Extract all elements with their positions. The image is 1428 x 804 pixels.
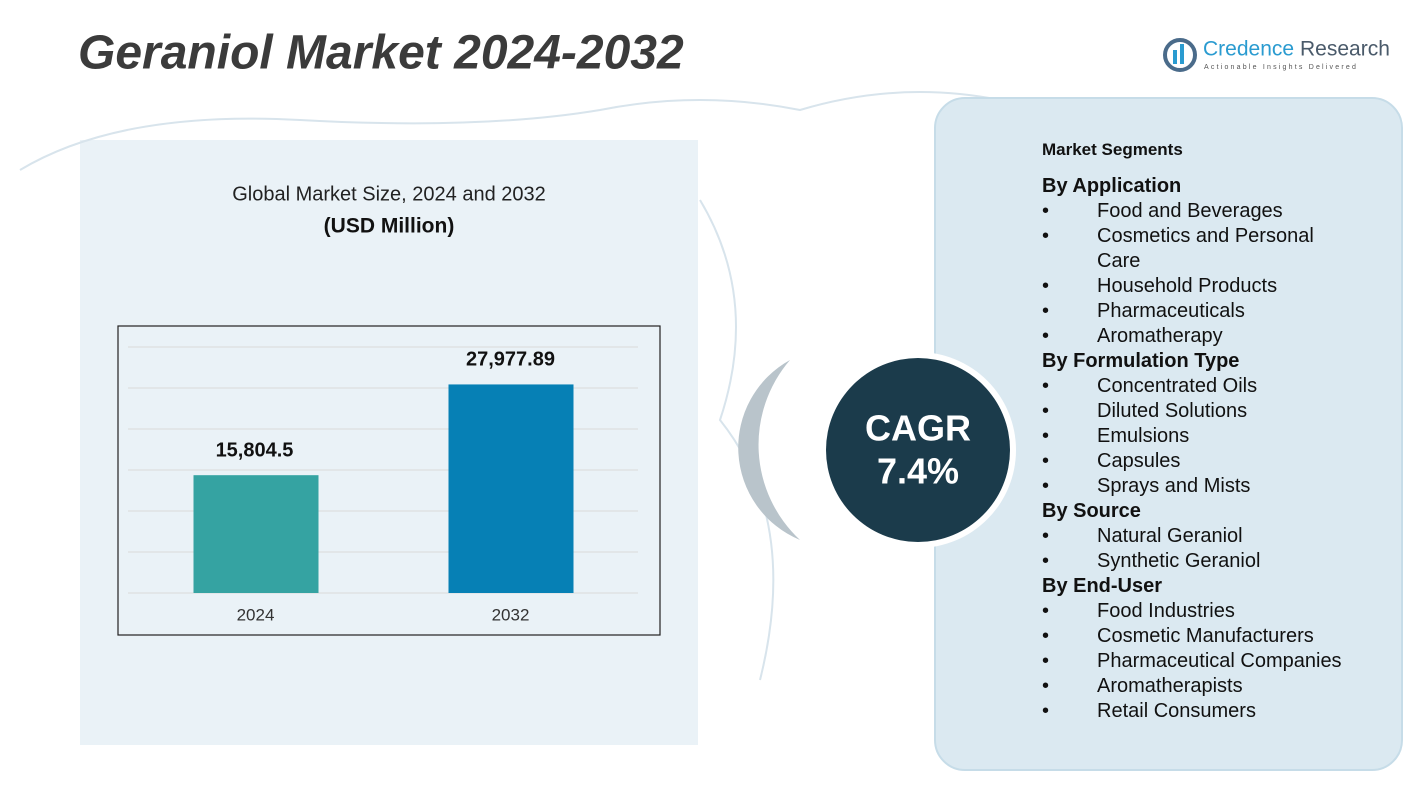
logo-icon	[1163, 38, 1197, 72]
cagr-arc	[738, 360, 800, 540]
logo-name: Credence	[1203, 38, 1294, 61]
segment-item: Cosmetic Manufacturers	[1042, 624, 1392, 649]
segment-item: Household Products	[1042, 274, 1392, 299]
segment-item: Cosmetics and Personal Care	[1042, 224, 1357, 274]
map-outline	[699, 199, 775, 681]
segments-title: Market Segments	[1042, 140, 1183, 159]
chart-frame	[117, 325, 661, 636]
segment-group: By Source	[1042, 500, 1141, 522]
segment-item: Pharmaceutical Companies	[1042, 649, 1392, 674]
page-title: Geraniol Market 2024-2032	[78, 27, 684, 80]
bar	[448, 384, 574, 593]
segment-item: Concentrated Oils	[1042, 374, 1392, 399]
cagr-label: CAGR	[865, 408, 971, 449]
segment-item: Capsules	[1042, 449, 1392, 474]
segment-group: By End-User	[1042, 575, 1163, 597]
chart-subtitle: (USD Million)	[324, 215, 455, 238]
x-tick-label: 2032	[492, 605, 530, 624]
chart-panel	[80, 140, 698, 745]
logo-name: Research	[1300, 38, 1390, 61]
cagr-value: 7.4%	[877, 451, 959, 492]
cagr-circle	[826, 358, 1010, 542]
segment-item: Sprays and Mists	[1042, 474, 1392, 499]
segment-item: Retail Consumers	[1042, 699, 1392, 724]
segment-item: Food Industries	[1042, 599, 1392, 624]
map-outline	[19, 91, 1001, 171]
segment-item: Synthetic Geraniol	[1042, 549, 1392, 574]
segments: Market Segments By ApplicationFood and Be…	[1042, 140, 1392, 724]
x-tick-label: 2024	[237, 605, 275, 624]
segment-group: By Application	[1042, 175, 1182, 197]
segment-item: Diluted Solutions	[1042, 399, 1392, 424]
data-label: 15,804.5	[216, 439, 294, 461]
segment-item: Aromatherapists	[1042, 674, 1392, 699]
segment-item: Aromatherapy	[1042, 324, 1392, 349]
data-label: 27,977.89	[466, 349, 555, 371]
logo-tagline: Actionable Insights Delivered	[1204, 64, 1358, 71]
segment-item: Emulsions	[1042, 424, 1392, 449]
chart-title: Global Market Size, 2024 and 2032	[232, 183, 546, 205]
segment-item: Food and Beverages	[1042, 199, 1392, 224]
logo-icon	[1173, 50, 1177, 64]
segment-item: Natural Geraniol	[1042, 524, 1392, 549]
logo-icon	[1180, 44, 1184, 64]
segment-group: By Formulation Type	[1042, 350, 1240, 372]
bar	[193, 475, 319, 593]
segment-item: Pharmaceuticals	[1042, 299, 1392, 324]
